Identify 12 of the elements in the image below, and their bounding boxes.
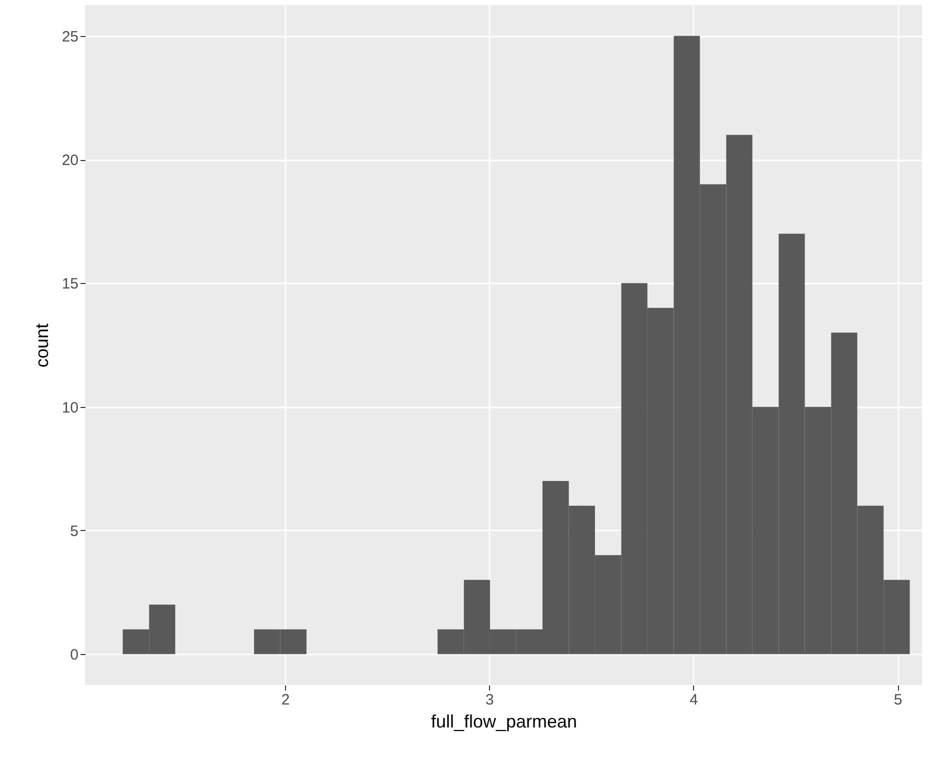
y-tick-label: 20 [62, 152, 78, 170]
y-tick-label: 25 [62, 28, 78, 46]
y-axis-title: count [32, 323, 52, 368]
y-tick-label: 5 [70, 522, 78, 540]
x-axis-title: full_flow_parmean [430, 712, 578, 732]
x-tick-label: 2 [281, 692, 290, 708]
y-tick-label: 0 [70, 646, 78, 664]
y-tick-label: 10 [62, 399, 78, 416]
x-tick-label: 4 [690, 692, 698, 708]
x-tick-label: 5 [894, 692, 902, 708]
y-tick-label: 15 [62, 276, 78, 293]
x-tick-label: 3 [486, 692, 494, 708]
